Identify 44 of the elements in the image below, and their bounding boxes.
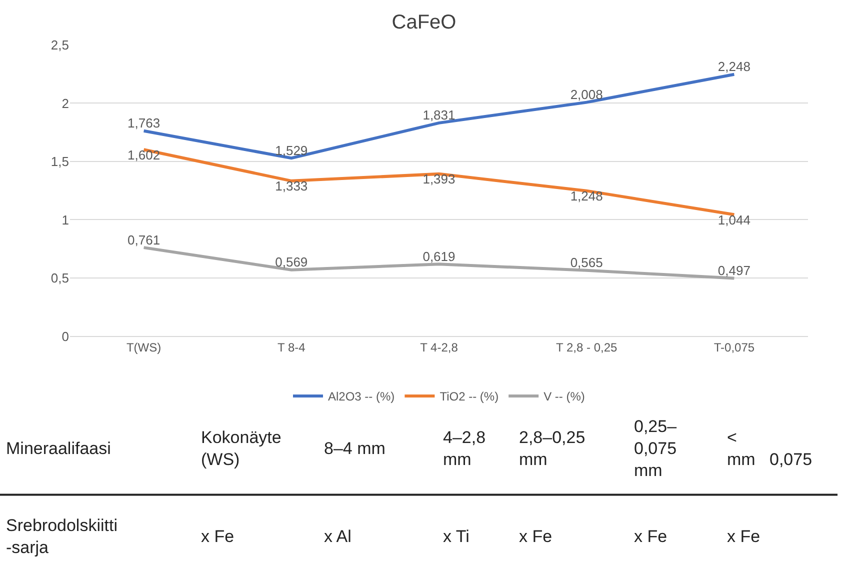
text: Kokonäyte (WS) — [201, 428, 282, 470]
data-label: 1,831 — [422, 108, 456, 123]
y-tick-label: 2 — [62, 96, 69, 111]
legend-label: Al2O3 -- (%) — [328, 390, 395, 404]
data-label: 1,602 — [128, 147, 160, 162]
text: 0,25– 0,075 mm — [634, 417, 678, 480]
text: x Fe — [519, 527, 552, 546]
data-label: 1,763 — [128, 116, 160, 131]
data-label: 1,044 — [718, 212, 750, 228]
text: x Ti — [443, 527, 470, 546]
data-label: 1,333 — [275, 178, 308, 194]
text: x Al — [324, 527, 352, 546]
data-label: 1,529 — [275, 142, 308, 158]
text: 4–2,8 mm — [443, 428, 486, 470]
x-tick-label: T 2,8 - 0,25 — [556, 340, 618, 355]
text: x Fe — [201, 527, 234, 546]
data-label: 2,248 — [718, 59, 750, 74]
data-label: 2,008 — [570, 87, 603, 102]
x-tick-label: T(WS) — [126, 340, 162, 355]
x-tick-label: T-0,075 — [714, 340, 755, 355]
x-tick-label: T 8-4 — [278, 340, 306, 355]
data-label: 0,569 — [275, 254, 308, 270]
text: x Fe — [634, 527, 668, 546]
text: Mineraalifaasi — [6, 439, 111, 458]
text: 2,8–0,25 mm — [519, 428, 586, 470]
text: 8–4 mm — [324, 439, 386, 458]
data-label: 0,497 — [718, 263, 750, 278]
text: x Fe — [727, 527, 760, 546]
y-tick-label: 1 — [62, 212, 69, 228]
text: < mm 0,075 — [727, 428, 812, 470]
legend-label: V -- (%) — [544, 390, 585, 404]
data-label: 1,248 — [570, 188, 603, 204]
chart-title: CaFeO — [392, 11, 456, 34]
data-label: 0,761 — [128, 232, 160, 248]
y-tick-label: 2,5 — [50, 38, 69, 53]
text: Srebrodolskiitti -sarja — [6, 516, 118, 558]
data-label: 1,393 — [422, 172, 456, 187]
y-tick-label: 1,5 — [50, 154, 69, 170]
y-tick-label: 0,5 — [50, 270, 69, 286]
legend-label: TiO2 -- (%) — [440, 390, 499, 404]
x-tick-label: T 4-2,8 — [420, 340, 458, 355]
data-label: 0,619 — [422, 248, 456, 264]
y-tick-label: 0 — [62, 328, 69, 344]
data-label: 0,565 — [570, 255, 603, 270]
